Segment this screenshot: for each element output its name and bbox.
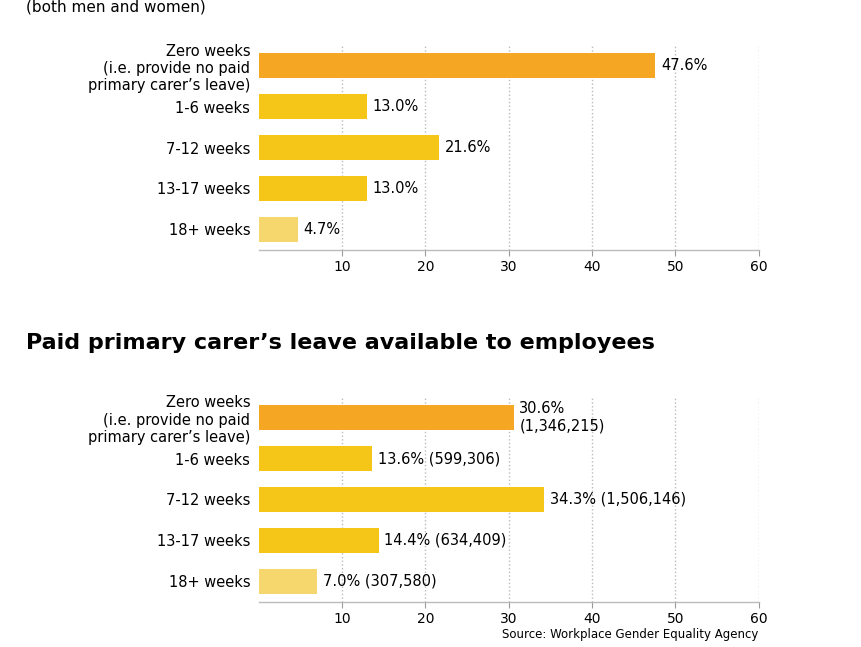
Text: (both men and women): (both men and women) [26,0,206,14]
Text: 21.6%: 21.6% [444,140,490,155]
Text: 13.6% (599,306): 13.6% (599,306) [377,451,499,466]
Bar [258,405,513,430]
Bar [258,176,367,201]
Text: 47.6%: 47.6% [660,58,707,73]
Text: 13.0%: 13.0% [372,181,418,196]
Bar [258,54,654,78]
Bar [258,569,317,593]
Text: 14.4% (634,409): 14.4% (634,409) [384,533,506,548]
Text: 4.7%: 4.7% [303,222,340,237]
Text: 13.0%: 13.0% [372,99,418,114]
Text: Paid primary carer’s leave available to employees: Paid primary carer’s leave available to … [26,333,654,353]
Text: Source: Workplace Gender Equality Agency: Source: Workplace Gender Equality Agency [502,628,758,641]
Bar [258,487,544,512]
Bar [258,446,371,471]
Text: 34.3% (1,506,146): 34.3% (1,506,146) [549,492,685,507]
Text: 30.6%
(1,346,215): 30.6% (1,346,215) [519,401,604,433]
Bar [258,528,378,553]
Bar [258,217,297,242]
Bar [258,135,438,160]
Text: 7.0% (307,580): 7.0% (307,580) [322,574,436,589]
Bar [258,94,367,119]
